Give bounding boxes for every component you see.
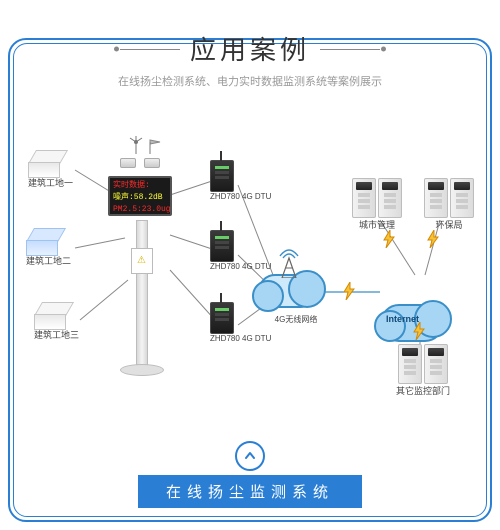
endpoint-city: 城市管理 — [352, 178, 402, 231]
endpoint-env-label: 环保局 — [424, 218, 474, 231]
page-title: 应用案例 — [190, 30, 310, 67]
server-icon — [450, 178, 474, 218]
dtu-2: ZHD780 4G DTU — [210, 230, 271, 271]
server-icon — [398, 344, 422, 384]
led-line2: 噪声:58.2dB — [113, 192, 167, 204]
footer-banner: 在线扬尘监测系统 — [138, 475, 362, 508]
bolt-icon — [382, 230, 396, 248]
diagram-network: 实时数据: 噪声:58.2dB PM2.5:23.0ug 建筑工地一 建筑工地二… — [20, 130, 480, 430]
pole-control-box-icon — [131, 248, 153, 274]
site-2: 建筑工地二 — [26, 228, 71, 267]
footer: 在线扬尘监测系统 — [0, 441, 500, 508]
wireless-cloud — [258, 274, 318, 308]
building-icon — [26, 228, 64, 254]
site-3: 建筑工地三 — [34, 302, 79, 341]
dtu-icon — [210, 302, 234, 334]
sensor-icon — [144, 158, 160, 168]
server-icon — [352, 178, 376, 218]
dtu-3-label: ZHD780 4G DTU — [210, 334, 271, 343]
subtitle: 在线扬尘检测系统、电力实时数据监测系统等案例展示 — [0, 73, 500, 89]
up-arrow-icon — [235, 441, 265, 471]
pole-base-icon — [120, 364, 164, 376]
server-icon — [378, 178, 402, 218]
dtu-1: ZHD780 4G DTU — [210, 160, 271, 201]
endpoint-city-label: 城市管理 — [352, 218, 402, 231]
sensor-icon — [120, 158, 136, 168]
title-text: 应用案例 — [190, 35, 310, 65]
bolt-icon — [426, 230, 440, 248]
endpoint-env: 环保局 — [424, 178, 474, 231]
led-line3: PM2.5:23.0ug — [113, 204, 167, 216]
bolt-icon — [342, 282, 356, 300]
building-icon — [34, 302, 72, 328]
dtu-icon — [210, 160, 234, 192]
cell-tower-icon — [276, 248, 302, 278]
led-line1: 实时数据: — [113, 180, 167, 192]
dtu-1-label: ZHD780 4G DTU — [210, 192, 271, 201]
wireless-label: 4G无线网络 — [258, 314, 334, 325]
server-icon — [424, 178, 448, 218]
server-icon — [424, 344, 448, 384]
dtu-2-label: ZHD780 4G DTU — [210, 262, 271, 271]
title-block: 应用案例 在线扬尘检测系统、电力实时数据监测系统等案例展示 — [0, 30, 500, 89]
endpoint-other: 其它监控部门 — [396, 344, 450, 397]
site-1: 建筑工地一 — [28, 150, 73, 189]
led-display: 实时数据: 噪声:58.2dB PM2.5:23.0ug — [108, 176, 172, 216]
dtu-icon — [210, 230, 234, 262]
building-icon — [28, 150, 66, 176]
pole-icon — [136, 220, 148, 372]
bolt-icon — [412, 322, 426, 340]
endpoint-other-label: 其它监控部门 — [396, 384, 450, 397]
